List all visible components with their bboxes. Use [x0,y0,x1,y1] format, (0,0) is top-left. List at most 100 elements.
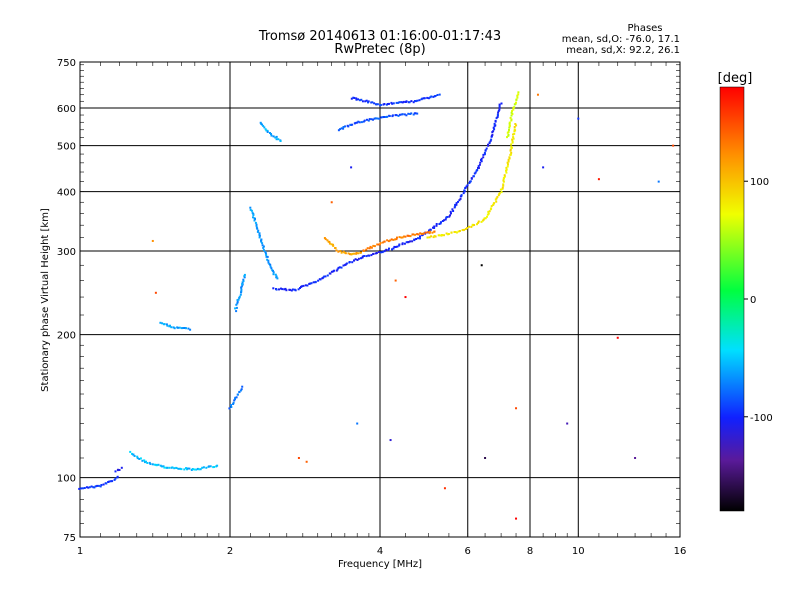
trace-point [272,269,274,272]
trace-point [348,261,351,263]
x-axis-label: Frequency [MHz] [338,559,422,570]
trace-point [120,466,123,469]
trace-point [280,287,282,290]
trace-point [480,159,482,161]
trace-point [188,467,191,470]
trace-point [477,221,480,224]
trace-point [88,486,91,489]
trace-point [502,180,505,183]
scatter-point [154,291,157,294]
trace-point [333,269,336,272]
trace-point [508,124,511,127]
trace-point [332,243,334,246]
trace-point [373,102,376,105]
trace-point [199,468,202,471]
trace-point [373,245,376,248]
trace-point [151,463,154,466]
trace-point [410,112,413,115]
trace-point [256,230,259,233]
trace-point [85,486,88,489]
trace-point [493,202,496,205]
colorbar-tick-label: 100 [750,177,769,188]
trace-point [512,133,514,136]
trace-point [235,396,238,399]
trace-point [433,230,436,233]
trace-point [383,240,386,243]
trace-point [506,165,509,168]
trace-point [498,108,501,111]
trace-point [462,192,465,195]
trace-point [395,101,398,104]
trace-point [266,258,269,261]
trace-point [170,326,173,329]
trace-point [236,299,239,302]
trace-point [261,242,264,245]
trace-point [432,236,435,239]
trace-point [508,121,511,124]
trace-point [376,243,379,246]
trace-point [173,327,176,330]
trace-point [407,241,410,243]
trace-point [493,128,496,131]
trace-point [281,288,284,291]
trace-point [510,146,513,149]
trace-point [463,228,466,231]
trace-point [351,261,354,264]
trace-point [358,121,361,124]
trace-point [234,396,237,399]
trace-point [153,463,156,466]
trace-point [426,236,429,239]
trace-point [509,149,512,152]
trace-point [468,225,470,228]
trace-point [455,203,458,206]
y-tick-label: 75 [63,533,76,544]
trace-point [108,480,111,483]
trace-point [412,233,415,236]
trace-point [402,100,405,103]
trace-point [428,229,430,232]
trace-point [297,288,300,291]
trace-point [452,210,455,212]
trace-point [482,218,485,221]
trace-point [401,113,404,116]
trace-point [173,467,176,470]
trace-point [388,115,391,117]
trace-point [146,462,149,464]
trace-point [427,97,430,100]
x-tick-label: 2 [227,546,233,557]
trace-point [353,97,356,99]
trace-point [275,138,278,141]
trace-point [430,235,433,238]
trace-point [105,482,108,485]
trace-point [392,238,395,241]
trace-point [451,208,454,211]
trace-point [253,219,256,222]
scatter-point [542,166,545,169]
trace-point [275,276,278,279]
trace-point [193,468,196,471]
trace-point [487,143,489,146]
trace-point [367,100,370,103]
trace-point [216,464,219,467]
trace-point [510,111,513,114]
trace-point [401,236,404,239]
trace-point [383,116,386,118]
trace-point [262,245,265,248]
trace-point [477,165,480,168]
trace-point [490,205,493,208]
trace-point [81,487,84,490]
trace-point [191,468,194,470]
trace-point [505,171,508,174]
trace-point [357,257,360,260]
trace-point [470,177,473,180]
trace-point [338,266,341,269]
trace-point [118,469,121,471]
trace-point [363,119,366,122]
trace-point [409,113,412,115]
y-tick-label: 400 [57,188,76,199]
trace-point [398,244,401,247]
trace-point [370,246,373,249]
trace-point [240,290,243,293]
trace-point [419,235,421,238]
trace-point [465,185,468,188]
